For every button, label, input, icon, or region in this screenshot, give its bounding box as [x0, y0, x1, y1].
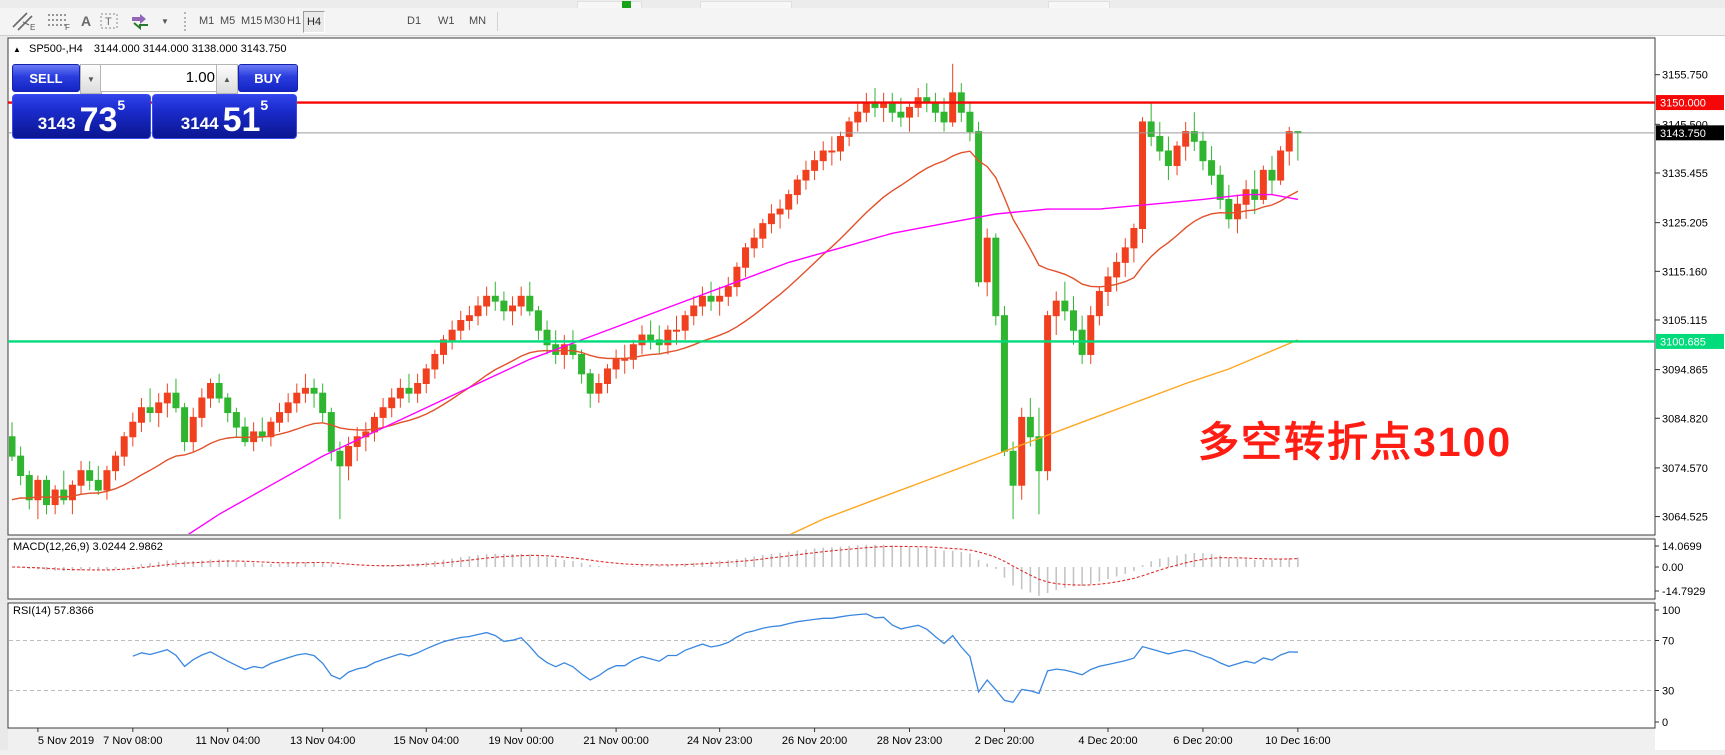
time-axis-label: 26 Nov 20:00	[782, 735, 847, 747]
rsi-panel[interactable]	[7, 602, 1656, 729]
volume-decrease-button[interactable]: ▼	[80, 64, 102, 94]
line-studies-toolbar: E F A T ▼ M1 M5 M15 M30 H1 H4 D1 W1 MN	[0, 8, 1725, 36]
buy-price-handle: 3144	[180, 114, 219, 133]
bottom-strip	[0, 750, 1725, 755]
current-price-badge-value: 3143.750	[1660, 128, 1706, 140]
time-axis-label: 24 Nov 23:00	[687, 735, 752, 747]
toolbar-drag-handle[interactable]	[184, 12, 189, 31]
ma-mid-line	[187, 193, 1299, 534]
macd-axis-label: 0.00	[1662, 562, 1683, 574]
arrows-icon	[132, 14, 148, 31]
timeframe-button-M5[interactable]: M5	[220, 15, 236, 27]
price-axis-label: 3084.820	[1662, 413, 1708, 425]
buy-price-display[interactable]: 3144 51 5	[152, 94, 297, 139]
timeframe-button-W1[interactable]: W1	[438, 15, 455, 27]
text-label-icon: T	[100, 13, 118, 29]
price-axis-label: 3094.865	[1662, 365, 1708, 377]
buy-price-big-digits: 51	[222, 101, 261, 139]
time-axis-label: 10 Dec 16:00	[1265, 735, 1330, 747]
buy-button-label: BUY	[254, 70, 282, 86]
price-axis-label: 3155.750	[1662, 70, 1708, 82]
collapse-trade-panel-icon[interactable]: ▲	[13, 45, 21, 54]
support-price-badge	[1656, 333, 1724, 349]
rsi-axis-label: 70	[1662, 636, 1674, 648]
time-axis-label: 21 Nov 00:00	[583, 735, 648, 747]
time-axis-label: 28 Nov 23:00	[877, 735, 942, 747]
time-axis-label: 13 Nov 04:00	[290, 735, 355, 747]
time-axis-label: 5 Nov 2019	[38, 735, 94, 747]
price-axis-label: 3064.525	[1662, 512, 1708, 524]
fibonacci-icon: F	[48, 14, 70, 31]
timeframe-button-M1[interactable]: M1	[199, 15, 215, 27]
svg-text:E: E	[30, 23, 35, 31]
timeframe-button-H1[interactable]: H1	[287, 15, 302, 27]
text-label-tool-button[interactable]: T	[98, 10, 120, 32]
macd-signal-line	[11, 545, 1298, 586]
candles-group	[9, 63, 1302, 534]
volume-up-icon: ▲	[223, 74, 231, 84]
symbol-period-label: SP500-,H4	[28, 43, 83, 55]
status-green-square	[622, 1, 631, 8]
resistance-price-badge-value: 3150.000	[1660, 98, 1706, 110]
support-price-badge-value: 3100.685	[1660, 336, 1706, 348]
timeframe-button-D1[interactable]: D1	[407, 15, 422, 27]
price-axis-label: 3105.115	[1662, 315, 1707, 327]
rsi-axis-label: 30	[1662, 686, 1674, 698]
current-price-badge	[1656, 125, 1724, 141]
sell-button[interactable]: SELL	[12, 64, 80, 92]
time-axis-label: 6 Dec 20:00	[1173, 735, 1232, 747]
fibonacci-tool-button[interactable]: F	[44, 10, 74, 32]
time-axis-label: 11 Nov 04:00	[195, 735, 260, 747]
sell-price-big-digits: 73	[79, 101, 118, 139]
volume-down-icon: ▼	[87, 74, 95, 84]
equidistant-channel-tool-button[interactable]: E	[8, 10, 40, 32]
sell-price-display[interactable]: 3143 73 5	[12, 94, 151, 139]
sell-price-handle: 3143	[37, 114, 76, 133]
time-axis-label: 7 Nov 08:00	[103, 735, 162, 747]
toolbar-separator	[497, 12, 498, 31]
price-axis-label: 3125.205	[1662, 218, 1708, 230]
equidistant-channel-icon: E	[12, 12, 35, 31]
timeframe-button-M15[interactable]: M15	[241, 15, 263, 27]
arrows-tool-button[interactable]	[126, 10, 154, 32]
macd-axis-label: -14.7929	[1662, 586, 1705, 598]
annotation-text: 多空转折点3100	[1198, 419, 1513, 465]
time-axis-label: 4 Dec 20:00	[1078, 735, 1137, 747]
ma-fast-line	[11, 150, 1299, 501]
time-axis-label: 19 Nov 00:00	[488, 735, 553, 747]
svg-text:T: T	[105, 16, 112, 28]
sell-price-pip-digit: 5	[117, 97, 126, 113]
macd-axis-label: 14.0699	[1662, 541, 1702, 553]
price-axis-label: 3074.570	[1662, 463, 1708, 475]
buy-price-pip-digit: 5	[260, 97, 269, 113]
timeframe-button-H4[interactable]: H4	[303, 11, 326, 33]
sell-button-label: SELL	[29, 70, 63, 86]
timeframe-button-MN[interactable]: MN	[469, 15, 487, 27]
macd-indicator-label: MACD(12,26,9) 3.0244 2.9862	[13, 541, 163, 553]
svg-text:F: F	[65, 23, 70, 31]
time-axis-label: 15 Nov 04:00	[394, 735, 459, 747]
volume-value: 1.00	[185, 69, 215, 86]
buy-button[interactable]: BUY	[238, 64, 298, 92]
rsi-axis-label: 0	[1662, 717, 1668, 729]
rsi-line	[132, 613, 1298, 704]
price-axis-label: 3115.160	[1662, 266, 1707, 278]
rsi-indicator-label: RSI(14) 57.8366	[13, 605, 94, 617]
timeframe-button-M30[interactable]: M30	[264, 15, 286, 27]
chart-title: ▲ SP500-,H4 3144.000 3144.000 3138.000 3…	[13, 43, 287, 55]
time-axis-label: 2 Dec 20:00	[975, 735, 1034, 747]
text-tool-icon: A	[80, 13, 92, 29]
resistance-price-badge	[1656, 95, 1724, 111]
arrows-dropdown-caret[interactable]: ▼	[161, 16, 169, 26]
ma-slow-line	[789, 339, 1299, 534]
text-tool-button[interactable]: A	[77, 10, 95, 32]
rsi-axis-label: 100	[1662, 605, 1680, 617]
volume-increase-button[interactable]: ▲	[216, 64, 238, 94]
price-axis-label: 3135.455	[1662, 168, 1708, 180]
ohlc-values: 3144.000 3144.000 3138.000 3143.750	[93, 43, 287, 55]
volume-input[interactable]: 1.00	[100, 64, 224, 92]
